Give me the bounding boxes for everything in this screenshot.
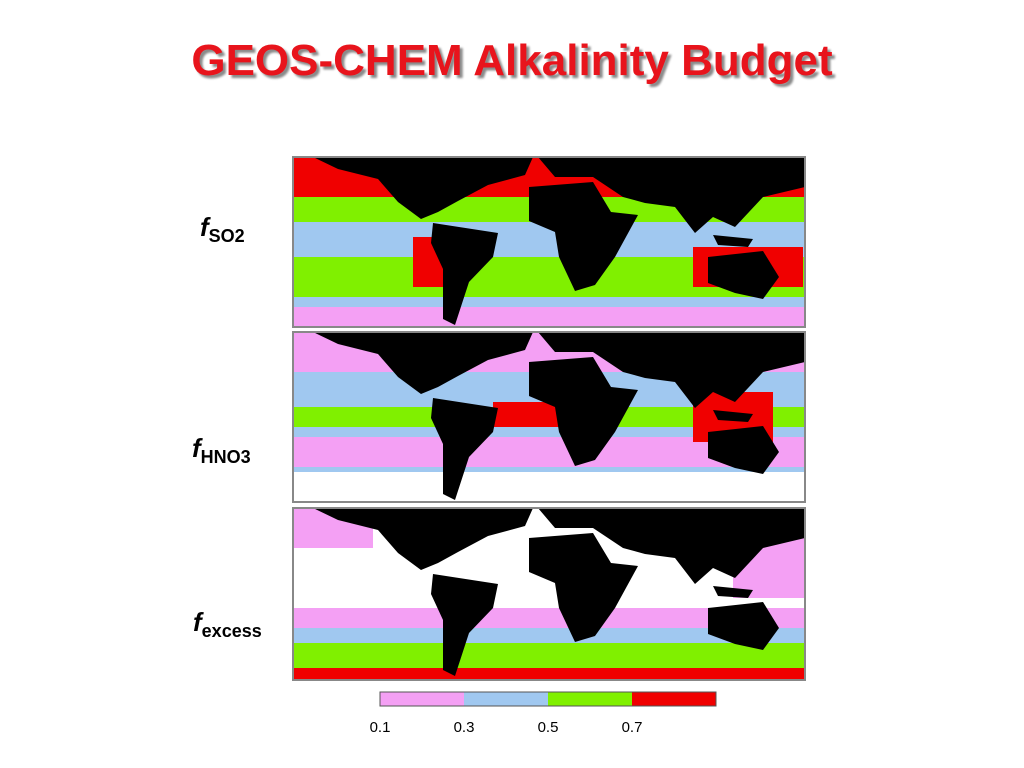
map-so2 bbox=[292, 156, 806, 328]
colorbar-tick: 0.5 bbox=[538, 719, 559, 736]
colorbar-swatch bbox=[464, 692, 548, 706]
colorbar: 0.1 0.3 0.5 0.7 bbox=[370, 691, 717, 736]
colorbar-swatch bbox=[548, 692, 632, 706]
slide-title: GEOS-CHEM Alkalinity Budget bbox=[191, 36, 833, 85]
label-sub: SO2 bbox=[208, 226, 245, 246]
panel-label: fexcess bbox=[193, 607, 262, 642]
label-sub: excess bbox=[201, 621, 262, 641]
colorbar-tick: 0.3 bbox=[454, 719, 475, 736]
label-f: f bbox=[200, 212, 209, 242]
panel-label: fSO2 bbox=[200, 212, 245, 247]
colorbar-tick: 0.7 bbox=[622, 719, 643, 736]
label-f: f bbox=[193, 607, 202, 637]
colorbar-frame bbox=[379, 691, 717, 707]
map-hno3 bbox=[292, 331, 806, 503]
map-excess bbox=[292, 507, 806, 681]
label-sub: HNO3 bbox=[200, 447, 251, 467]
colorbar-swatch bbox=[380, 692, 464, 706]
colorbar-swatch bbox=[632, 692, 716, 706]
label-f: f bbox=[192, 433, 201, 463]
colorbar-tick: 0.1 bbox=[370, 719, 391, 736]
panel-label: fHNO3 bbox=[192, 433, 251, 468]
